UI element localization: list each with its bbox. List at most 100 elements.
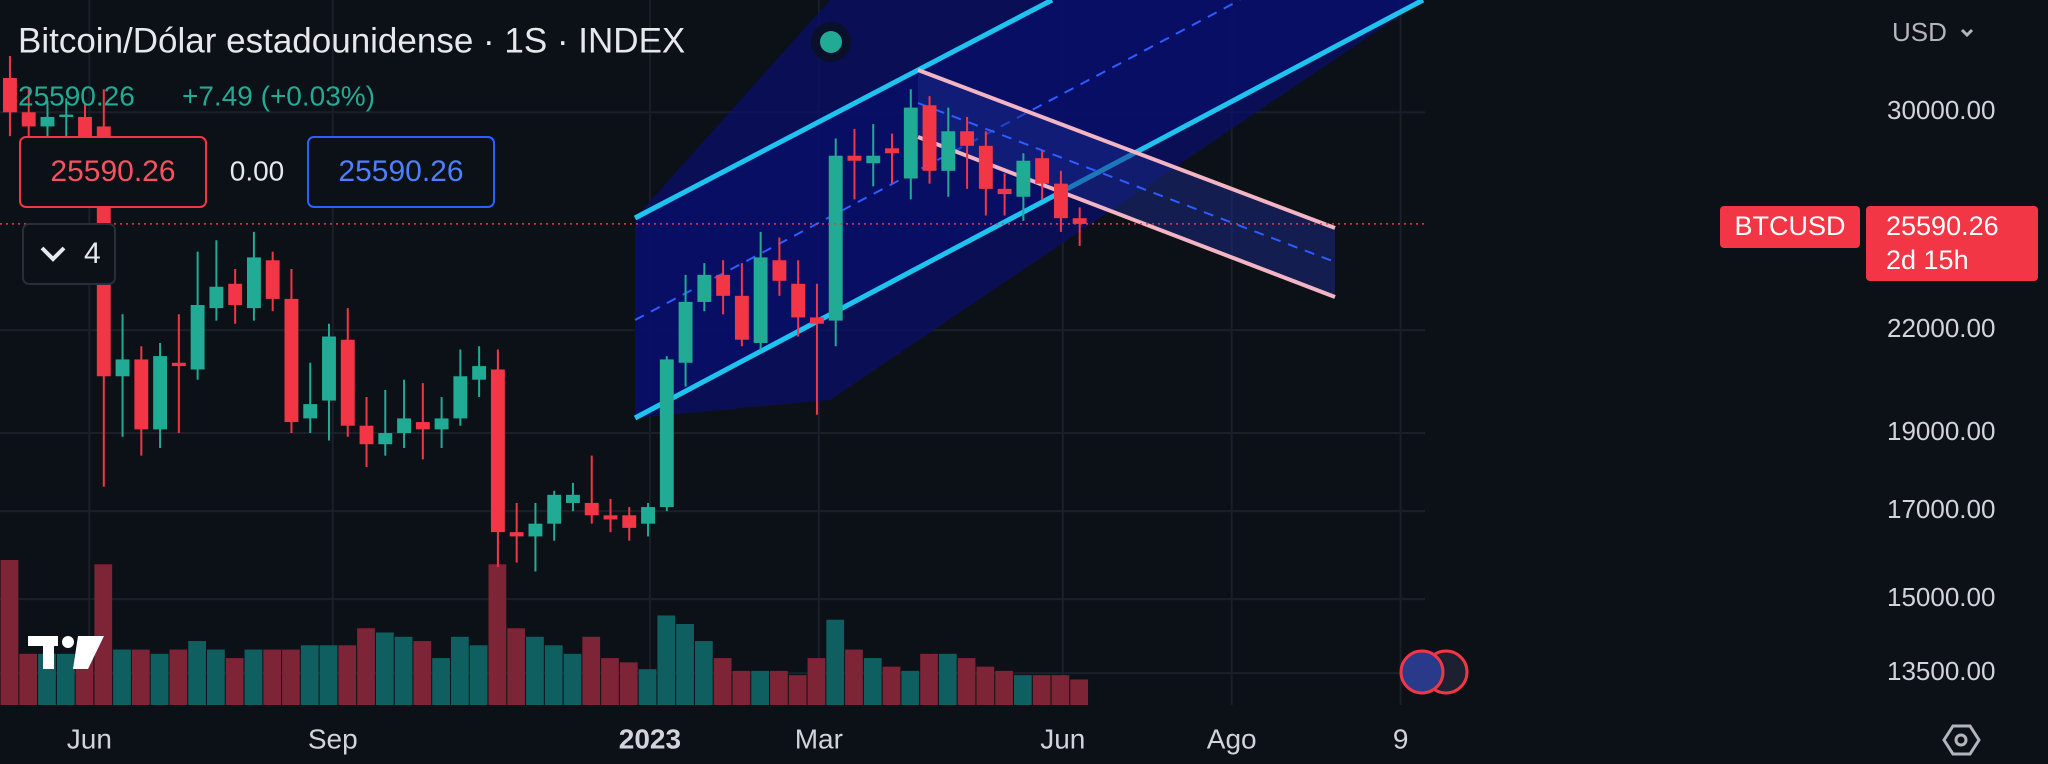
logo-part: [62, 636, 74, 648]
candle-body: [59, 114, 74, 117]
candle-body: [528, 523, 543, 537]
volume-bar: [150, 653, 169, 705]
volume-bar: [807, 658, 826, 705]
candle-body: [21, 112, 36, 127]
candle-body: [1053, 183, 1068, 219]
volume-bar: [338, 645, 357, 705]
indicator-count[interactable]: 4: [84, 237, 101, 270]
tv-logo: [28, 636, 104, 669]
volume-bar: [563, 653, 582, 705]
candle-body: [115, 359, 130, 377]
candle-body: [134, 359, 149, 430]
volume-bar: [469, 645, 488, 705]
y-tick-label: 15000.00: [1887, 582, 1995, 612]
symbol-title: Bitcoin/Dólar estadounidense · 1S · INDE…: [18, 21, 685, 60]
price-axis-bg: [1425, 0, 2048, 705]
volume-bar: [375, 632, 394, 705]
volume-bar: [1051, 675, 1070, 705]
candle-body: [716, 274, 731, 296]
volume-bar: [94, 564, 113, 705]
symbol-tag-text: BTCUSD: [1734, 211, 1845, 241]
volume: [0, 560, 1089, 705]
channel-line: [917, 68, 1336, 230]
candle-body: [678, 301, 693, 363]
volume-bar: [1070, 679, 1089, 705]
volume-bar: [188, 641, 207, 705]
y-tick-label: 19000.00: [1887, 416, 1995, 446]
candle-body: [190, 305, 205, 370]
price-tag-text: 25590.26: [1886, 211, 1999, 241]
volume-bar: [544, 645, 563, 705]
volume-bar: [169, 649, 188, 705]
candle-body: [1016, 160, 1031, 197]
candle-body: [659, 359, 674, 508]
indicator-toggle[interactable]: [22, 223, 116, 285]
candle-body: [340, 339, 355, 426]
settings-dot[interactable]: [1954, 733, 1968, 747]
candle-body: [209, 286, 224, 309]
volume-bar: [676, 623, 694, 705]
countdown: 2d 15h: [1886, 245, 1969, 275]
volume-bar: [450, 636, 469, 705]
y-tick-label: 30000.00: [1887, 95, 1995, 125]
volume-bar: [751, 670, 770, 705]
event-flag[interactable]: [1399, 649, 1445, 695]
candle-body: [960, 131, 975, 146]
sell-button[interactable]: [19, 136, 207, 208]
volume-bar: [845, 649, 863, 705]
volume-bar: [432, 658, 450, 705]
volume-bar: [413, 641, 432, 705]
volume-bar: [713, 658, 732, 705]
volume-bar: [488, 564, 507, 705]
currency[interactable]: USD: [1892, 17, 1947, 47]
logo-part: [43, 636, 54, 669]
candle-body: [453, 376, 468, 419]
volume-bar: [263, 649, 282, 705]
channel-line: [633, 0, 1425, 421]
candle-body: [1072, 218, 1087, 224]
candle-body: [922, 105, 937, 171]
candle-body: [397, 418, 412, 434]
volume-bar: [920, 653, 938, 705]
volume-bar: [619, 662, 638, 705]
settings-hex[interactable]: [1942, 724, 1981, 756]
volume-bar: [113, 649, 131, 705]
candle-body: [284, 298, 299, 423]
candle-body: [885, 148, 899, 154]
sell-price[interactable]: 25590.26: [50, 155, 175, 188]
change: +7.49 (+0.03%): [182, 80, 375, 111]
volume-bar: [601, 658, 619, 705]
volume-bar: [788, 675, 807, 705]
volume-bar: [938, 653, 957, 705]
candle-body: [3, 77, 17, 113]
candle-body: [415, 422, 430, 430]
candle-body: [322, 336, 336, 401]
chevron: [1960, 28, 1974, 38]
candle-body: [791, 283, 806, 318]
channel-mid: [917, 102, 1336, 263]
status-dot: [820, 31, 842, 53]
volume-bar: [582, 636, 601, 705]
candle-body: [472, 366, 487, 380]
candle-body: [584, 502, 599, 516]
x-tick-label: 2023: [619, 723, 681, 754]
candle-body: [641, 507, 655, 524]
candle-body: [809, 317, 824, 324]
logo-part: [73, 636, 104, 669]
candle-body: [547, 494, 562, 524]
y-tick-label: 22000.00: [1887, 313, 1995, 343]
candle-body: [903, 107, 918, 179]
buy-price[interactable]: 25590.26: [338, 155, 463, 188]
volume-bar: [863, 658, 882, 705]
axes: Jun Sep 2023 Mar Jun Ago 9: [67, 723, 1409, 754]
candle-body: [40, 116, 55, 127]
candle-body: [246, 257, 261, 309]
volume-bar: [882, 666, 901, 705]
y-tick-label: 13500.00: [1887, 656, 1995, 686]
candle-body: [997, 188, 1012, 195]
channel-mid: [634, 0, 1241, 321]
buy-button[interactable]: [307, 136, 495, 208]
settings-icon[interactable]: [1942, 724, 1981, 756]
volume-bar: [826, 619, 845, 705]
